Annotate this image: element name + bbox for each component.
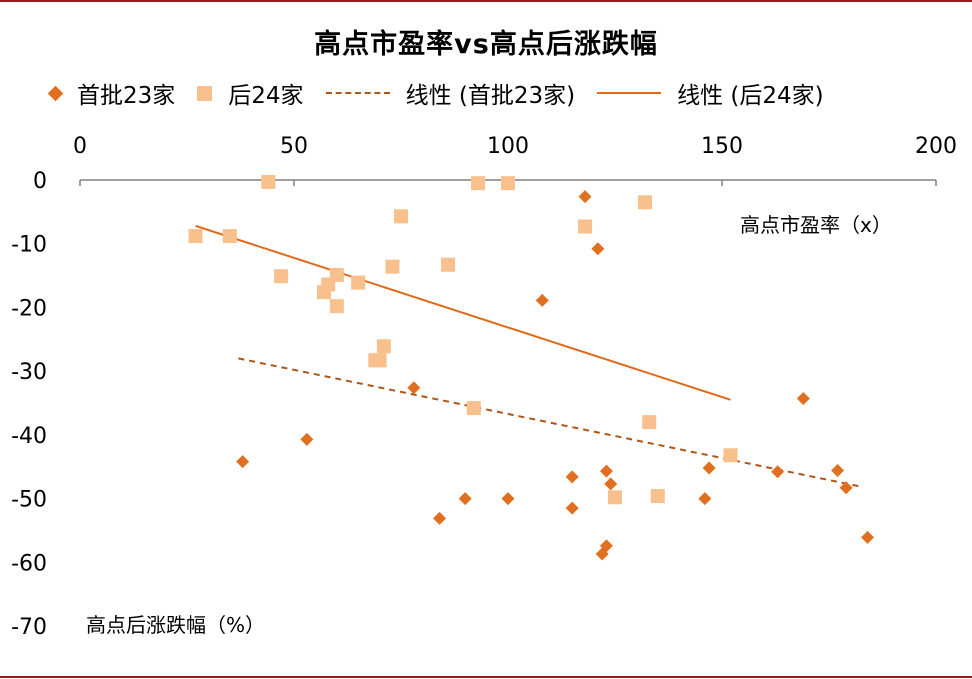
data-point-series1 <box>599 539 613 553</box>
data-point-series2 <box>578 219 593 234</box>
y-tick-label: -40 <box>11 424 47 449</box>
data-point-series1 <box>591 242 605 256</box>
data-point-series2 <box>394 209 408 224</box>
legend-label-trend2: 线性 (后24家) <box>677 83 824 109</box>
data-point-series2 <box>642 415 657 430</box>
x-tick-label: 150 <box>701 134 743 159</box>
bottom-border <box>0 676 972 678</box>
x-tick-label: 50 <box>280 134 308 159</box>
legend-item-trend2: 线性 (后24家) <box>597 76 824 110</box>
legend-item-series2: 后24家 <box>197 76 304 110</box>
chart-title: 高点市盈率vs高点后涨跌幅 <box>314 29 658 60</box>
data-point-series2 <box>466 401 481 416</box>
data-points <box>188 174 875 561</box>
data-point-series1 <box>565 470 579 484</box>
data-point-series2 <box>372 353 387 368</box>
y-tick-label: -50 <box>11 488 47 513</box>
data-point-series2 <box>471 176 486 191</box>
data-point-series2 <box>274 269 289 284</box>
data-point-series1 <box>300 432 314 446</box>
x-tick-label: 100 <box>487 134 529 159</box>
data-point-series1 <box>796 392 810 406</box>
x-tick-label: 0 <box>73 134 87 159</box>
data-point-series2 <box>329 299 344 314</box>
data-point-series2 <box>501 176 515 191</box>
y-tick-label: -10 <box>11 233 47 258</box>
data-point-series1 <box>831 464 845 478</box>
data-point-series2 <box>188 229 203 244</box>
data-point-series2 <box>637 195 652 210</box>
x-tick-label: 200 <box>915 134 957 159</box>
y-tick-label: -20 <box>11 296 47 321</box>
data-point-series1 <box>702 461 716 475</box>
legend-item-trend1: 线性 (首批23家) <box>325 76 576 110</box>
data-point-series1 <box>501 492 515 506</box>
data-point-series2 <box>376 339 391 354</box>
y-tick-label: -30 <box>11 360 47 385</box>
square-marker-icon <box>197 85 213 101</box>
data-point-series1 <box>458 492 472 506</box>
data-point-series2 <box>385 259 400 274</box>
data-point-series1 <box>771 465 785 479</box>
data-point-series2 <box>441 257 456 272</box>
data-point-series1 <box>433 511 447 525</box>
legend-label-series2: 后24家 <box>228 83 304 109</box>
legend: 首批23家 后24家 线性 (首批23家) 线性 (后24家) <box>44 76 824 110</box>
data-point-series1 <box>535 293 549 307</box>
trendlines <box>195 224 864 489</box>
data-point-series2 <box>329 267 344 282</box>
data-point-series2 <box>261 174 276 189</box>
y-tick-label: 0 <box>33 169 47 194</box>
solid-line-icon <box>597 92 662 94</box>
legend-item-series1: 首批23家 <box>44 76 175 110</box>
data-point-series1 <box>565 501 579 515</box>
data-point-series2 <box>222 229 237 244</box>
x-axis-label: 高点市盈率（x） <box>740 213 892 237</box>
legend-label-series1: 首批23家 <box>77 83 176 109</box>
legend-label-trend1: 线性 (首批23家) <box>405 83 576 109</box>
data-point-series1 <box>698 492 712 506</box>
trendline-series1 <box>238 357 864 489</box>
data-point-series2 <box>723 448 738 463</box>
trendline-series2 <box>195 224 731 401</box>
y-axis-label: 高点后涨跌幅（%） <box>86 613 265 637</box>
data-point-series2 <box>608 490 622 505</box>
data-point-series1 <box>407 381 421 395</box>
data-point-series2 <box>650 489 665 504</box>
dashed-line-icon <box>325 92 390 94</box>
data-point-series1 <box>599 464 613 478</box>
data-point-series1 <box>578 190 592 204</box>
top-border <box>0 0 972 2</box>
data-point-series1 <box>604 477 618 491</box>
data-point-series2 <box>351 275 366 290</box>
data-point-series1 <box>861 530 875 544</box>
y-tick-label: -60 <box>11 551 47 576</box>
data-point-series1 <box>236 455 250 469</box>
y-tick-label: -70 <box>11 615 47 640</box>
axes: 0 50 100 150 200 0 -10 -20 -30 -40 -50 -60 -70 <box>11 134 957 640</box>
data-point-series1 <box>839 481 853 495</box>
